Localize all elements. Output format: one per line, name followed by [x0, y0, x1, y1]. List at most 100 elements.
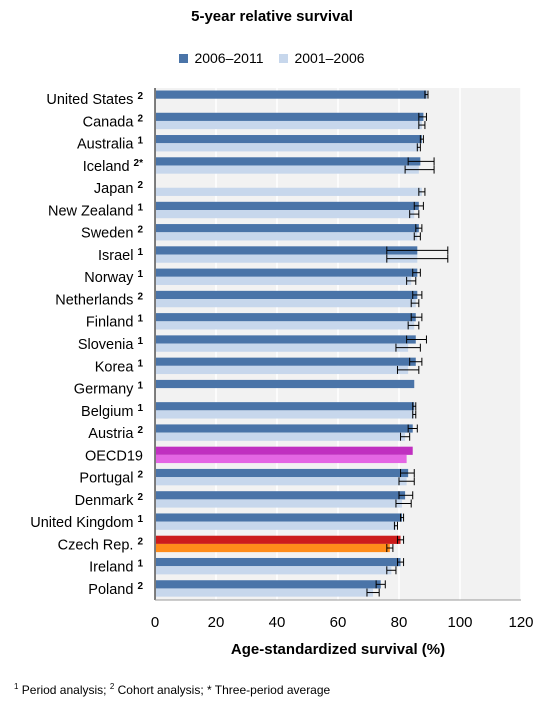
- category-label-germany: Germany 1: [74, 381, 144, 398]
- bar-2001-2006-australia: [156, 143, 419, 152]
- legend-item-2001-2006: 2001–2006: [279, 50, 365, 66]
- legend-item-2006-2011: 2006–2011: [179, 50, 263, 66]
- bar-2001-2006-korea: [156, 365, 409, 375]
- error-bar-2001-2006-new-zealand: [409, 210, 420, 219]
- category-label-ireland: Ireland 1: [89, 559, 143, 576]
- bar-2006-2011-oecd19: [156, 446, 413, 455]
- x-tick-label-120: 120: [508, 614, 533, 631]
- error-bar-2001-2006-united-kingdom: [393, 521, 398, 530]
- bar-2006-2011-canada: [156, 112, 424, 121]
- bar-2001-2006-new-zealand: [156, 210, 415, 219]
- category-label-denmark: Denmark 2: [75, 492, 144, 509]
- bar-2001-2006-japan: [156, 187, 422, 196]
- category-label-austria: Austria 2: [88, 425, 143, 442]
- category-label-australia: Australia 1: [77, 136, 143, 153]
- category-label-finland: Finland 1: [86, 314, 144, 331]
- error-bar-2001-2006-poland: [366, 588, 380, 597]
- category-label-united-kingdom: United Kingdom 1: [30, 514, 143, 531]
- category-label-portugal: Portugal 2: [79, 470, 143, 487]
- bar-2006-2011-netherlands: [156, 290, 418, 300]
- bar-2001-2006-poland: [156, 588, 374, 597]
- x-axis-title: Age-standardized survival (%): [231, 641, 445, 658]
- category-label-sweden: Sweden 2: [81, 225, 143, 242]
- error-bar-2001-2006-australia: [416, 143, 421, 152]
- error-bar-2001-2006-korea: [396, 365, 420, 374]
- bar-2001-2006-sweden: [156, 232, 418, 241]
- x-tick-label-20: 20: [208, 614, 225, 631]
- bar-2001-2006-czech-rep: [156, 543, 390, 553]
- footnote-star: *: [207, 683, 212, 697]
- error-bar-2006-2011-sweden: [415, 224, 423, 233]
- bar-2006-2011-ireland: [156, 557, 401, 567]
- bar-2006-2011-czech-rep: [156, 535, 401, 544]
- bar-2006-2011-finland: [156, 313, 416, 322]
- bar-2001-2006-israel: [156, 254, 418, 263]
- bar-2001-2006-canada: [156, 120, 422, 130]
- bar-2006-2011-united-states: [156, 90, 427, 99]
- error-bar-2001-2006-finland: [407, 321, 420, 330]
- bar-2001-2006-denmark: [156, 499, 403, 508]
- footnote: 1 Period analysis; 2 Cohort analysis; * …: [14, 682, 330, 697]
- error-bar-2001-2006-sweden: [413, 232, 421, 241]
- error-bar-2001-2006-slovenia: [395, 343, 421, 352]
- bar-2001-2006-portugal: [156, 477, 407, 486]
- x-tick-label-80: 80: [391, 614, 408, 631]
- error-bar-2006-2011-czech-rep: [396, 535, 405, 544]
- error-bar-2006-2011-ireland: [396, 558, 405, 567]
- bar-2006-2011-sweden: [156, 224, 419, 233]
- category-label-united-states: United States 2: [46, 91, 143, 108]
- bar-2001-2006-oecd19: [156, 454, 407, 464]
- bar-2001-2006-finland: [156, 321, 415, 330]
- error-bar-2001-2006-norway: [406, 276, 417, 285]
- error-bar-2006-2011-austria: [407, 424, 418, 433]
- legend: 2006–2011 2001–2006: [0, 50, 544, 66]
- category-label-poland: Poland 2: [88, 581, 143, 598]
- error-bar-2006-2011-canada: [418, 112, 427, 121]
- category-label-czech-rep: Czech Rep. 2: [58, 536, 144, 553]
- bar-2006-2011-israel: [156, 246, 418, 255]
- category-label-belgium: Belgium 1: [81, 403, 143, 420]
- bar-2006-2011-portugal: [156, 468, 409, 478]
- error-bar-2001-2006-czech-rep: [386, 544, 394, 553]
- error-bar-2006-2011-united-states: [424, 90, 429, 99]
- category-label-oecd19: OECD19: [85, 448, 143, 464]
- error-bar-2006-2011-netherlands: [412, 290, 423, 299]
- error-bar-2001-2006-israel: [386, 254, 449, 263]
- error-bar-2006-2011-australia: [419, 135, 424, 144]
- bar-2006-2011-norway: [156, 268, 418, 277]
- bar-2001-2006-norway: [156, 276, 412, 285]
- bar-2001-2006-austria: [156, 432, 406, 441]
- category-label-korea: Korea 1: [95, 358, 144, 375]
- bar-2006-2011-iceland: [156, 157, 421, 166]
- bar-2006-2011-poland: [156, 580, 381, 589]
- footnote-cohort: Cohort analysis;: [114, 683, 208, 697]
- error-bar-2006-2011-new-zealand: [413, 201, 424, 210]
- bar-2006-2011-australia: [156, 135, 422, 144]
- bar-2001-2006-slovenia: [156, 343, 409, 352]
- footnote-sup-2: 2: [109, 682, 115, 691]
- legend-label-2006-2011: 2006–2011: [194, 50, 264, 66]
- error-bar-2006-2011-united-kingdom: [400, 513, 405, 522]
- bar-2006-2011-germany: [156, 379, 415, 389]
- error-bar-2006-2011-portugal: [400, 469, 415, 478]
- error-bar-2006-2011-israel: [386, 246, 449, 255]
- footnote-sup-1: 1: [14, 682, 19, 691]
- legend-label-2001-2006: 2001–2006: [294, 50, 365, 66]
- error-bar-2006-2011-slovenia: [406, 335, 427, 344]
- category-label-norway: Norway 1: [84, 269, 143, 286]
- error-bar-2006-2011-belgium: [412, 402, 417, 411]
- category-label-new-zealand: New Zealand 1: [48, 202, 143, 219]
- x-tick-label-100: 100: [447, 614, 472, 631]
- category-label-canada: Canada 2: [83, 113, 144, 130]
- error-bar-2006-2011-iceland: [407, 157, 435, 166]
- error-bar-2001-2006-ireland: [386, 566, 397, 575]
- legend-swatch-2001-2006: [279, 53, 289, 63]
- category-label-japan: Japan 2: [94, 180, 144, 197]
- error-bar-2001-2006-japan: [418, 187, 426, 196]
- legend-swatch-2006-2011: [179, 53, 189, 63]
- bar-2006-2011-slovenia: [156, 335, 416, 344]
- error-bar-2001-2006-belgium: [412, 410, 417, 419]
- error-bar-2001-2006-portugal: [398, 477, 415, 486]
- bar-2006-2011-denmark: [156, 491, 406, 500]
